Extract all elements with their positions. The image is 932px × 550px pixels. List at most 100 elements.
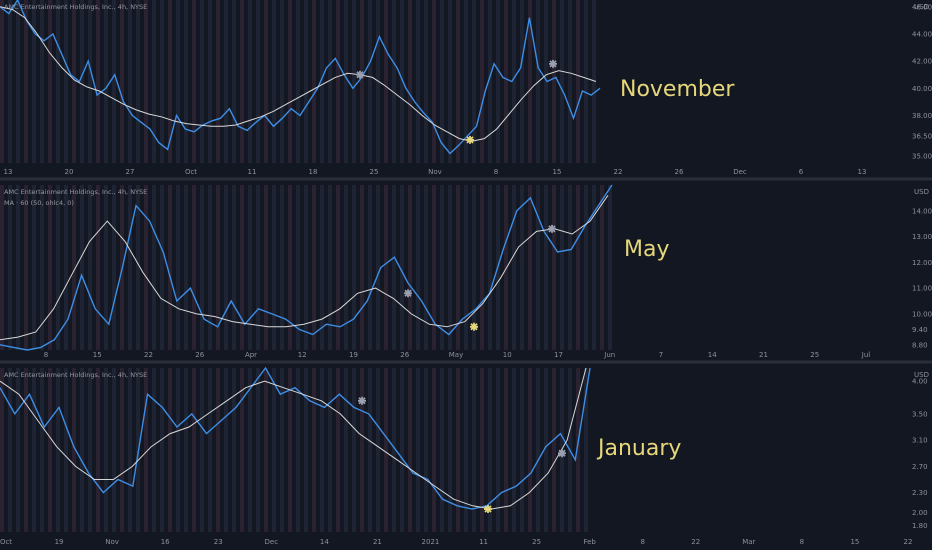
session-stripe (568, 0, 572, 163)
session-stripe (504, 368, 508, 532)
session-stripe (32, 185, 36, 350)
y-tick-label: 13.00 (912, 233, 932, 241)
session-stripe (456, 0, 460, 163)
session-stripe (216, 0, 220, 163)
crossover-marker[interactable] (548, 224, 556, 233)
session-stripe (328, 185, 332, 350)
session-stripe (384, 0, 388, 163)
x-tick-label: 25 (810, 351, 819, 359)
session-stripe (520, 185, 524, 350)
y-tick-label: 42.00 (912, 58, 932, 66)
session-stripe (208, 368, 212, 532)
x-tick-label: May (449, 351, 463, 359)
y-tick-label: 35.00 (912, 153, 932, 161)
session-stripe (304, 185, 308, 350)
session-stripe (144, 368, 148, 532)
november-panel[interactable]: AMC Entertainment Holdings, Inc., 4h, NY… (0, 0, 932, 181)
session-stripe (80, 368, 84, 532)
x-tick-label: 16 (161, 538, 170, 546)
session-stripe (160, 368, 164, 532)
session-stripe (232, 0, 236, 163)
session-stripe (336, 185, 340, 350)
session-stripe (256, 368, 260, 532)
y-tick-label: 38.00 (912, 112, 932, 120)
session-stripe (208, 185, 212, 350)
session-stripe (552, 368, 556, 532)
session-stripe (392, 0, 396, 163)
x-tick-label: 26 (675, 168, 684, 176)
session-stripe (192, 368, 196, 532)
crossover-marker[interactable] (470, 322, 478, 331)
x-tick-label: 13 (858, 168, 867, 176)
session-stripe (216, 368, 220, 532)
price-series-line (0, 0, 601, 155)
x-tick-label: 11 (248, 168, 257, 176)
x-tick-label: 23 (214, 538, 223, 546)
session-stripe (520, 368, 524, 532)
x-tick-label: 22 (904, 538, 913, 546)
crossover-marker[interactable] (404, 289, 412, 298)
session-stripe (136, 0, 140, 163)
session-stripe (448, 185, 452, 350)
x-tick-label: Nov (428, 168, 442, 176)
session-stripe (464, 0, 468, 163)
y-tick-label: 4.00 (912, 378, 928, 386)
x-tick-label: 8 (640, 538, 644, 546)
session-stripe (48, 185, 52, 350)
session-stripe (264, 185, 268, 350)
session-stripe (112, 368, 116, 532)
session-stripe (560, 185, 564, 350)
session-stripe (376, 185, 380, 350)
session-stripe (408, 0, 412, 163)
price-series-line (0, 184, 613, 351)
session-stripe (464, 368, 468, 532)
crossover-marker[interactable] (358, 396, 366, 405)
session-stripe (408, 368, 412, 532)
session-stripe (56, 185, 60, 350)
session-stripe (280, 0, 284, 163)
session-stripe (40, 0, 44, 163)
session-stripe (112, 185, 116, 350)
y-tick-label: 1.80 (912, 522, 928, 530)
crossover-marker[interactable] (549, 59, 557, 68)
session-stripe (544, 0, 548, 163)
x-tick-label: 10 (503, 351, 512, 359)
session-stripe (104, 185, 108, 350)
session-stripe (240, 0, 244, 163)
session-stripe (24, 0, 28, 163)
session-stripe (288, 0, 292, 163)
session-stripe (88, 368, 92, 532)
session-stripe (488, 0, 492, 163)
session-stripe (72, 185, 76, 350)
session-stripe (528, 0, 532, 163)
crossover-marker[interactable] (484, 505, 492, 514)
session-stripe (320, 0, 324, 163)
session-stripe (24, 185, 28, 350)
chart-header: AMC Entertainment Holdings, Inc., 4h, NY… (4, 188, 147, 196)
crossover-marker[interactable] (466, 135, 474, 144)
session-stripe (248, 368, 252, 532)
plot-area (0, 368, 905, 532)
crossover-marker[interactable] (558, 449, 566, 458)
session-stripe (168, 185, 172, 350)
session-stripe (312, 185, 316, 350)
may-panel[interactable]: AMC Entertainment Holdings, Inc., 4h, NY… (0, 184, 932, 364)
session-stripe (336, 0, 340, 163)
january-panel[interactable]: AMC Entertainment Holdings, Inc., 4h, NY… (0, 366, 929, 546)
session-stripe (272, 185, 276, 350)
session-stripe (544, 185, 548, 350)
chart-header: AMC Entertainment Holdings, Inc., 4h, NY… (4, 3, 147, 11)
session-stripe (40, 185, 44, 350)
session-stripe (320, 368, 324, 532)
month-tag-label: May (624, 237, 669, 262)
x-tick-label: Jun (603, 351, 615, 359)
session-stripe (72, 368, 76, 532)
x-tick-label: 8 (800, 538, 804, 546)
moving-average-line (0, 6, 597, 142)
session-stripe (224, 368, 228, 532)
x-tick-label: 19 (55, 538, 64, 546)
session-stripe (192, 0, 196, 163)
crossover-marker[interactable] (356, 70, 364, 79)
session-stripe (416, 368, 420, 532)
session-stripe (328, 0, 332, 163)
